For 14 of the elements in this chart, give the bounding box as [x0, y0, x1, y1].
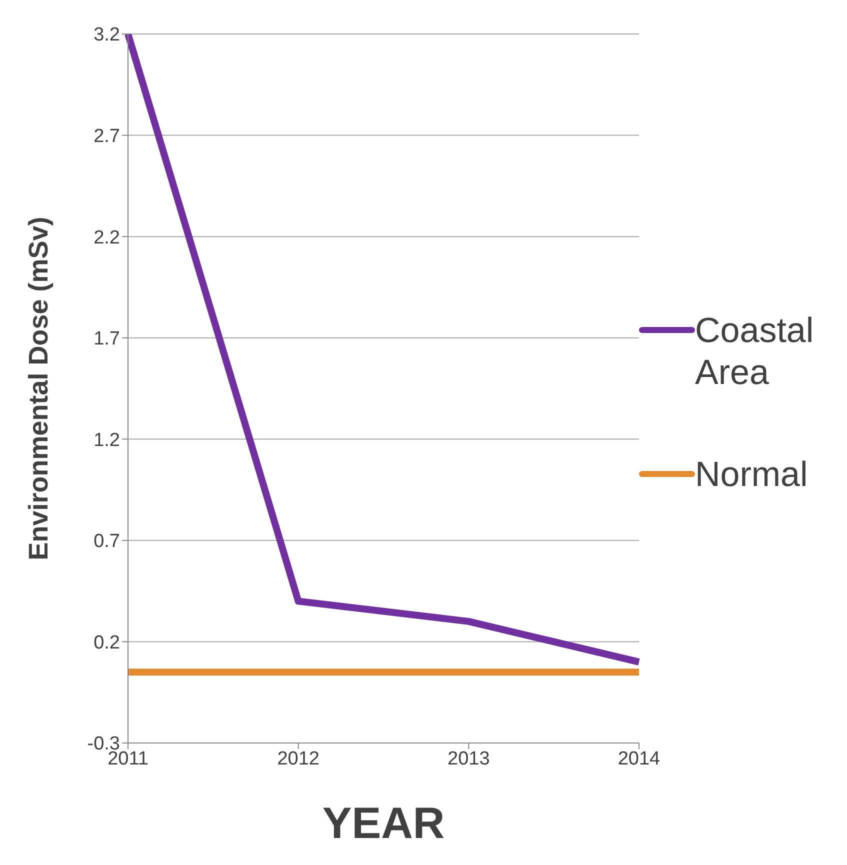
y-tick-label: 2.7 — [94, 126, 120, 148]
x-tick-label: 2014 — [618, 748, 661, 770]
y-tick-label: 0.7 — [94, 531, 120, 552]
y-tick-label: 1.2 — [94, 430, 120, 451]
y-tick-label: 3.2 — [94, 24, 120, 46]
x-axis-title: YEAR — [322, 799, 445, 848]
y-tick-label: 1.7 — [94, 328, 120, 350]
y-tick-label: 0.2 — [94, 632, 120, 654]
legend-label: Normal — [695, 454, 809, 496]
y-tick-label: 2.2 — [94, 227, 120, 248]
x-tick-label: 2012 — [277, 748, 320, 770]
x-tick-label: 2013 — [448, 748, 490, 770]
legend-label: Coastal Area — [695, 310, 815, 394]
y-axis-title: Environmental Dose (mSv) — [24, 216, 54, 560]
